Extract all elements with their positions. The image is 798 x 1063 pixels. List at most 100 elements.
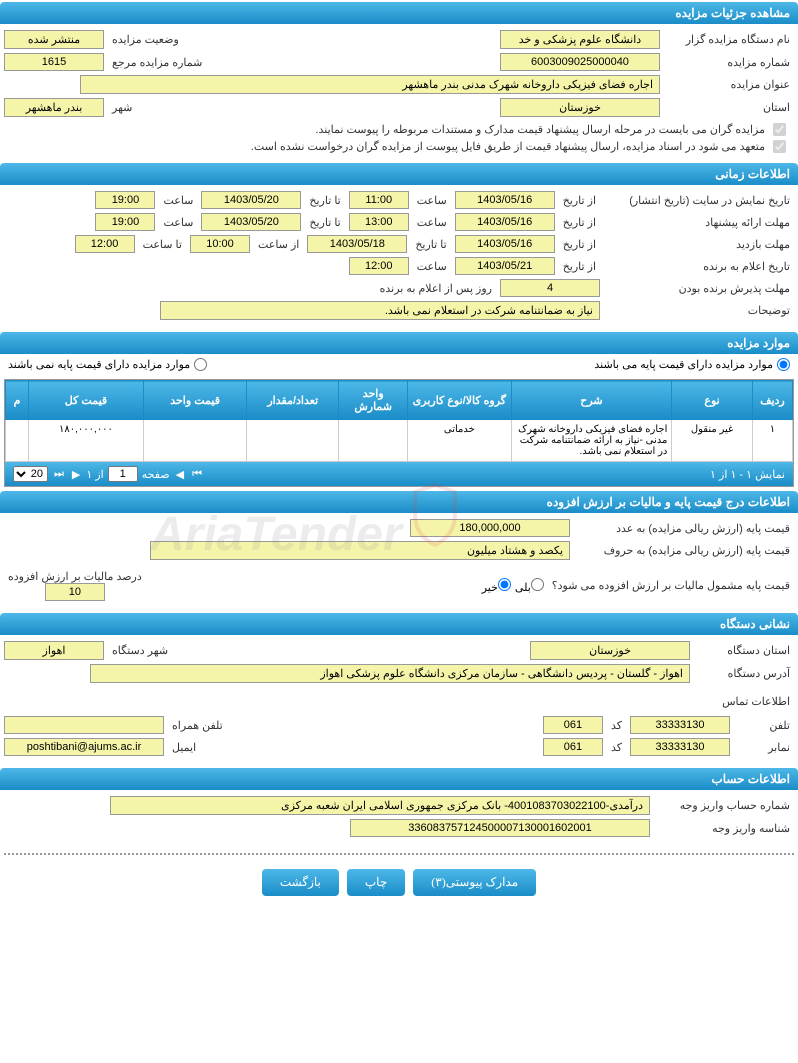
radio-no-base-label: موارد مزایده دارای قیمت پایه نمی باشند <box>8 358 190 371</box>
vat-q-label: قیمت پایه مشمول مالیات بر ارزش افزوده می… <box>548 579 794 592</box>
radio-has-base[interactable]: موارد مزایده دارای قیمت پایه می باشند <box>594 358 790 371</box>
pricing-section: قیمت پایه (ارزش ریالی مزایده) به عدد 180… <box>0 513 798 611</box>
pager-next-icon[interactable]: ▶ <box>70 468 82 481</box>
org-address-value: اهواز - گلستان - پردیس دانشگاهی - سازمان… <box>90 664 690 683</box>
acc-no-label: شماره حساب واریز وجه <box>654 799 794 812</box>
fax-value: 33333130 <box>630 738 730 756</box>
vat-yes-label: بلی <box>515 582 531 594</box>
pager-page-input[interactable] <box>108 466 138 482</box>
timing-section: تاریخ نمایش در سایت (تاریخ انتشار) از تا… <box>0 185 798 330</box>
pager-prev-icon[interactable]: ◀ <box>174 468 186 481</box>
radio-has-base-input[interactable] <box>777 358 790 371</box>
deadline-to-time: 19:00 <box>95 213 155 231</box>
section-header-details: مشاهده جزئیات مزایده <box>0 2 798 24</box>
publish-from-time: 11:00 <box>349 191 409 209</box>
ref-no-value: 1615 <box>4 53 104 71</box>
accept-label: مهلت پذیرش برنده بودن <box>604 282 794 295</box>
th-desc: شرح <box>511 381 672 420</box>
print-button[interactable]: چاپ <box>347 869 405 896</box>
attachments-button[interactable]: مدارک پیوستی(۳) <box>413 869 536 896</box>
items-table: ردیف نوع شرح گروه کالا/نوع کاربری واحد ش… <box>5 380 793 462</box>
separator <box>4 853 794 855</box>
ref-no-label: شماره مزایده مرجع <box>108 56 206 69</box>
email-label: ایمیل <box>168 741 200 754</box>
title-value: اجاره فضای فیزیکی داروخانه شهرک مدنی بند… <box>80 75 660 94</box>
city-value: بندر ماهشهر <box>4 98 104 117</box>
visit-from: 1403/05/16 <box>455 235 555 253</box>
org-section: استان دستگاه خوزستان شهر دستگاه اهواز آد… <box>0 635 798 766</box>
fax-code-label: کد <box>607 741 626 754</box>
section-header-org: نشانی دستگاه <box>0 613 798 635</box>
to-label-3: تا تاریخ <box>411 238 450 251</box>
section-header-items: موارد مزایده <box>0 332 798 354</box>
section-header-account: اطلاعات حساب <box>0 768 798 790</box>
accept-days: 4 <box>500 279 600 297</box>
vat-no-label: خیر <box>482 582 498 594</box>
publish-to: 1403/05/20 <box>201 191 301 209</box>
pager-first-icon[interactable]: ⏮ <box>190 468 204 481</box>
province-value: خوزستان <box>500 98 660 117</box>
deadline-label: مهلت ارائه پیشنهاد <box>604 216 794 229</box>
td-type: غیر منقول <box>672 420 752 462</box>
items-table-container: ردیف نوع شرح گروه کالا/نوع کاربری واحد ش… <box>4 379 794 487</box>
note2-checkbox <box>773 140 786 153</box>
from-label-4: از تاریخ <box>559 260 600 273</box>
td-m <box>6 420 29 462</box>
city-label: شهر <box>108 101 136 114</box>
visit-from-time: 10:00 <box>190 235 250 253</box>
base-num-label: قیمت پایه (ارزش ریالی مزایده) به عدد <box>574 522 794 535</box>
th-group: گروه کالا/نوع کاربری <box>408 381 511 420</box>
radio-no-base-input[interactable] <box>194 358 207 371</box>
phone-code-value: 061 <box>543 716 603 734</box>
radio-has-base-label: موارد مزایده دارای قیمت پایه می باشند <box>594 358 773 371</box>
vat-pct-label: درصد مالیات بر ارزش افزوده <box>4 570 146 583</box>
status-label: وضعیت مزایده <box>108 33 183 46</box>
from-label-3: از تاریخ <box>559 238 600 251</box>
note1-checkbox <box>773 123 786 136</box>
vat-no[interactable]: خیر <box>482 578 511 594</box>
back-button[interactable]: بازگشت <box>262 869 339 896</box>
org-address-label: آدرس دستگاه <box>694 667 794 680</box>
announce-from: 1403/05/21 <box>455 257 555 275</box>
td-idx: ۱ <box>752 420 792 462</box>
section-header-pricing: اطلاعات درج قیمت پایه و مالیات بر ارزش ا… <box>0 491 798 513</box>
note2-row: متعهد می شود در اسناد مزایده، ارسال پیشن… <box>4 138 794 155</box>
note1-text: مزایده گران می بایست در مرحله ارسال پیشن… <box>315 123 765 136</box>
pager-bar: نمایش ۱ - ۱ از ۱ ⏮ ◀ صفحه از ۱ ▶ ⏭ 20 <box>5 462 793 486</box>
visit-to-time: 12:00 <box>75 235 135 253</box>
status-value: منتشر شده <box>4 30 104 49</box>
to-time-label: تا ساعت <box>139 238 186 251</box>
publish-label: تاریخ نمایش در سایت (تاریخ انتشار) <box>604 194 794 207</box>
pager-display: نمایش ۱ - ۱ از ۱ <box>710 468 785 481</box>
account-section: شماره حساب واریز وجه درآمدی-400108370302… <box>0 790 798 847</box>
notes-label: توضیحات <box>604 304 794 317</box>
email-value: poshtibani@ajums.ac.ir <box>4 738 164 756</box>
pager-size-select[interactable]: 20 <box>13 466 48 482</box>
table-row[interactable]: ۱ غیر منقول اجاره فضای فیزیکی داروخانه ش… <box>6 420 793 462</box>
org-value: دانشگاه علوم پزشکی و خد <box>500 30 660 49</box>
th-idx: ردیف <box>752 381 792 420</box>
org-city-value: اهواز <box>4 641 104 660</box>
announce-time: 12:00 <box>349 257 409 275</box>
acc-id-value: 336083757124500007130001602001 <box>350 819 650 837</box>
pager-last-icon[interactable]: ⏭ <box>52 468 66 481</box>
org-city-label: شهر دستگاه <box>108 644 172 657</box>
base-text-value: یکصد و هشتاد میلیون <box>150 541 570 560</box>
fax-label: نمابر <box>734 741 794 754</box>
button-row: مدارک پیوستی(۳) چاپ بازگشت <box>0 861 798 904</box>
org-province-value: خوزستان <box>530 641 690 660</box>
accept-after: روز پس از اعلام به برنده <box>376 282 496 295</box>
td-total: ۱۸۰,۰۰۰,۰۰۰ <box>29 420 144 462</box>
time-label-2: ساعت <box>159 194 197 207</box>
vat-yes-input[interactable] <box>531 578 544 591</box>
to-label-1: تا تاریخ <box>305 194 344 207</box>
vat-no-input[interactable] <box>498 578 511 591</box>
from-label-2: از تاریخ <box>559 216 600 229</box>
base-text-label: قیمت پایه (ارزش ریالی مزایده) به حروف <box>574 544 794 557</box>
acc-id-label: شناسه واریز وجه <box>654 822 794 835</box>
org-label: نام دستگاه مزایده گزار <box>664 33 794 46</box>
visit-label: مهلت بازدید <box>604 238 794 251</box>
th-type: نوع <box>672 381 752 420</box>
vat-yes[interactable]: بلی <box>515 578 544 594</box>
radio-no-base[interactable]: موارد مزایده دارای قیمت پایه نمی باشند <box>8 358 207 371</box>
